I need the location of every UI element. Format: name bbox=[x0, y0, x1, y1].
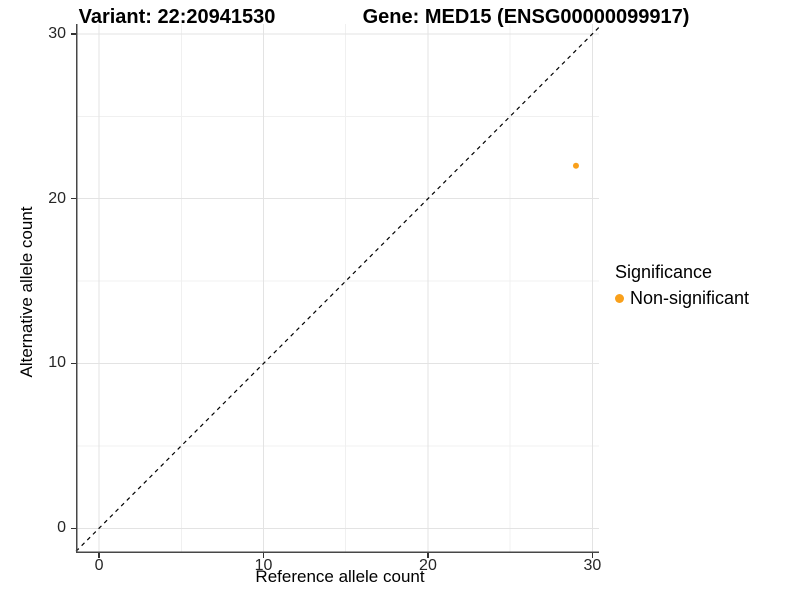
x-tick-label: 10 bbox=[254, 557, 273, 574]
y-tick-label: 30 bbox=[48, 24, 66, 42]
legend-title: Significance bbox=[615, 262, 713, 282]
legend-item-label: Non-significant bbox=[630, 288, 750, 308]
y-tick-mark bbox=[71, 33, 76, 35]
x-tick-label: 0 bbox=[94, 557, 104, 574]
y-tick-label: 20 bbox=[48, 189, 66, 207]
x-tick-mark bbox=[591, 553, 594, 558]
y-tick-mark bbox=[71, 527, 76, 530]
x-tick-mark bbox=[98, 553, 100, 558]
legend: Significance Non-significant bbox=[615, 261, 749, 309]
y-tick-mark bbox=[71, 197, 76, 200]
data-point bbox=[572, 162, 579, 169]
y-axis-title: Alternative allele count bbox=[17, 206, 36, 378]
x-tick-mark bbox=[262, 553, 265, 558]
x-tick-label: 30 bbox=[583, 557, 602, 574]
x-tick-mark bbox=[427, 553, 429, 558]
y-tick-label: 0 bbox=[57, 519, 66, 537]
x-axis-title: Reference allele count bbox=[255, 567, 425, 586]
plot-panel bbox=[75, 24, 600, 553]
x-tick-label: 20 bbox=[419, 557, 437, 574]
non-significant-point-icon bbox=[615, 293, 624, 303]
variant-title: Variant: 22:20941530 bbox=[78, 6, 276, 28]
y-tick-label: 10 bbox=[48, 354, 66, 372]
gene-title: Gene: MED15 (ENSG00000099917) bbox=[362, 6, 690, 28]
y-tick-mark bbox=[71, 362, 76, 365]
legend-item-non-significant: Non-significant bbox=[615, 287, 749, 309]
